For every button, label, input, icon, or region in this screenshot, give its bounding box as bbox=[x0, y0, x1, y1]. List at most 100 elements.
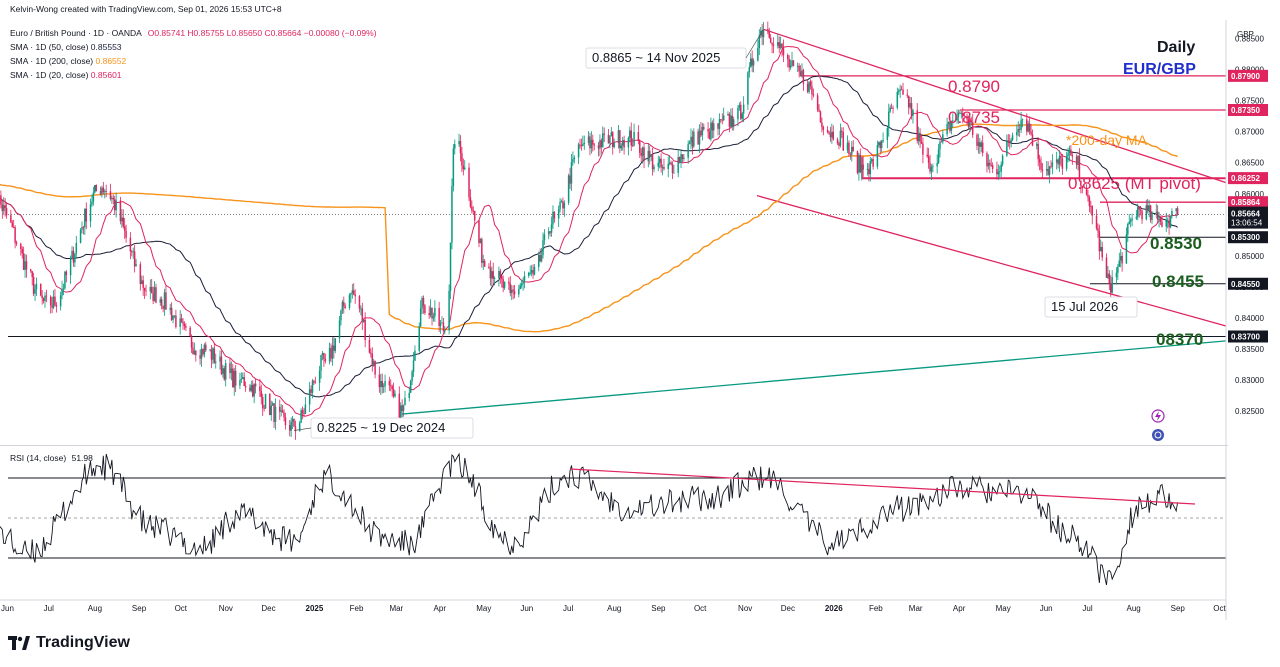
candle-body[interactable] bbox=[510, 289, 513, 294]
candle-body[interactable] bbox=[30, 269, 32, 272]
candle-body[interactable] bbox=[828, 131, 830, 134]
candle-body[interactable] bbox=[999, 171, 1001, 173]
candle-body[interactable] bbox=[340, 310, 342, 321]
candle-body[interactable] bbox=[713, 123, 715, 131]
candle-body[interactable] bbox=[1020, 120, 1022, 130]
candle-body[interactable] bbox=[532, 270, 534, 275]
candle-body[interactable] bbox=[113, 199, 116, 211]
candle-body[interactable] bbox=[1075, 156, 1078, 166]
candle-body[interactable] bbox=[838, 143, 840, 146]
candle-body[interactable] bbox=[152, 293, 154, 301]
candle-body[interactable] bbox=[1065, 156, 1068, 169]
candle-body[interactable] bbox=[51, 305, 53, 308]
candle-body[interactable] bbox=[418, 326, 420, 351]
candle-body[interactable] bbox=[142, 280, 144, 288]
candle-body[interactable] bbox=[960, 113, 963, 114]
candle-body[interactable] bbox=[240, 378, 243, 380]
candle-body[interactable] bbox=[1100, 247, 1102, 252]
candle-body[interactable] bbox=[683, 157, 685, 159]
candle-body[interactable] bbox=[464, 167, 466, 170]
candle-body[interactable] bbox=[372, 361, 375, 367]
candle-body[interactable] bbox=[153, 287, 156, 301]
candle-body[interactable] bbox=[242, 377, 244, 379]
candle-body[interactable] bbox=[401, 405, 403, 411]
candle-body[interactable] bbox=[1137, 207, 1139, 217]
candle-body[interactable] bbox=[354, 294, 356, 297]
candle-body[interactable] bbox=[92, 192, 95, 202]
candle-body[interactable] bbox=[473, 211, 476, 221]
candle-body[interactable] bbox=[1101, 247, 1103, 258]
candle-body[interactable] bbox=[701, 126, 704, 136]
candle-body[interactable] bbox=[518, 289, 520, 295]
candle-body[interactable] bbox=[711, 122, 714, 131]
candle-body[interactable] bbox=[539, 254, 541, 262]
candle-body[interactable] bbox=[1081, 185, 1084, 189]
candle-body[interactable] bbox=[139, 264, 142, 284]
candle-body[interactable] bbox=[1000, 164, 1002, 172]
candle-body[interactable] bbox=[441, 322, 443, 324]
candle-body[interactable] bbox=[162, 305, 164, 309]
candle-body[interactable] bbox=[991, 165, 994, 169]
candle-body[interactable] bbox=[59, 295, 62, 307]
candle-body[interactable] bbox=[771, 42, 773, 45]
candle-body[interactable] bbox=[105, 191, 107, 193]
candle-body[interactable] bbox=[210, 349, 213, 360]
candle-body[interactable] bbox=[399, 405, 402, 419]
candle-body[interactable] bbox=[1117, 266, 1119, 273]
candle-body[interactable] bbox=[936, 163, 938, 167]
candle-body[interactable] bbox=[331, 345, 334, 359]
candle-body[interactable] bbox=[1131, 218, 1133, 221]
candle-body[interactable] bbox=[205, 344, 207, 351]
candle-body[interactable] bbox=[1058, 155, 1061, 165]
candle-body[interactable] bbox=[479, 239, 482, 244]
candle-body[interactable] bbox=[290, 421, 292, 431]
candle-body[interactable] bbox=[648, 150, 651, 157]
candle-body[interactable] bbox=[1148, 205, 1150, 211]
candle-body[interactable] bbox=[630, 130, 632, 146]
candle-body[interactable] bbox=[653, 166, 655, 170]
candle-body[interactable] bbox=[603, 133, 605, 135]
candle-body[interactable] bbox=[917, 132, 920, 141]
candle-body[interactable] bbox=[159, 299, 162, 303]
candle-body[interactable] bbox=[727, 114, 729, 116]
candle-body[interactable] bbox=[609, 136, 611, 144]
candle-body[interactable] bbox=[1050, 166, 1052, 168]
candle-body[interactable] bbox=[939, 141, 941, 150]
candle-body[interactable] bbox=[1071, 155, 1074, 157]
candle-body[interactable] bbox=[1077, 155, 1079, 166]
candle-body[interactable] bbox=[81, 226, 83, 230]
candle-body[interactable] bbox=[542, 240, 544, 256]
candle-body[interactable] bbox=[183, 323, 186, 327]
candle-body[interactable] bbox=[112, 197, 115, 200]
candle-body[interactable] bbox=[570, 162, 573, 184]
candle-body[interactable] bbox=[752, 60, 755, 66]
candle-body[interactable] bbox=[0, 195, 2, 205]
candle-body[interactable] bbox=[907, 95, 910, 108]
candle-body[interactable] bbox=[330, 347, 332, 359]
candle-body[interactable] bbox=[750, 58, 752, 67]
candle-body[interactable] bbox=[491, 271, 493, 279]
candle-body[interactable] bbox=[947, 121, 950, 124]
candle-body[interactable] bbox=[583, 142, 586, 145]
candle-body[interactable] bbox=[876, 145, 879, 167]
candle-body[interactable] bbox=[792, 60, 795, 66]
candle-body[interactable] bbox=[761, 30, 763, 38]
candle-body[interactable] bbox=[84, 208, 86, 228]
candle-body[interactable] bbox=[1045, 168, 1048, 171]
candle-body[interactable] bbox=[962, 113, 964, 117]
candle-body[interactable] bbox=[1048, 166, 1051, 175]
candle-body[interactable] bbox=[89, 204, 92, 222]
candle-body[interactable] bbox=[1017, 129, 1020, 132]
candle-body[interactable] bbox=[1158, 219, 1160, 220]
candle-body[interactable] bbox=[952, 120, 954, 122]
candle-body[interactable] bbox=[922, 143, 924, 155]
candle-body[interactable] bbox=[1121, 255, 1123, 264]
candle-body[interactable] bbox=[623, 140, 625, 148]
candle-body[interactable] bbox=[927, 156, 930, 163]
candle-body[interactable] bbox=[680, 154, 682, 164]
candle-body[interactable] bbox=[886, 128, 889, 140]
candle-body[interactable] bbox=[577, 144, 580, 158]
candle-body[interactable] bbox=[1119, 255, 1122, 261]
candle-body[interactable] bbox=[821, 122, 823, 127]
candle-body[interactable] bbox=[610, 132, 613, 137]
